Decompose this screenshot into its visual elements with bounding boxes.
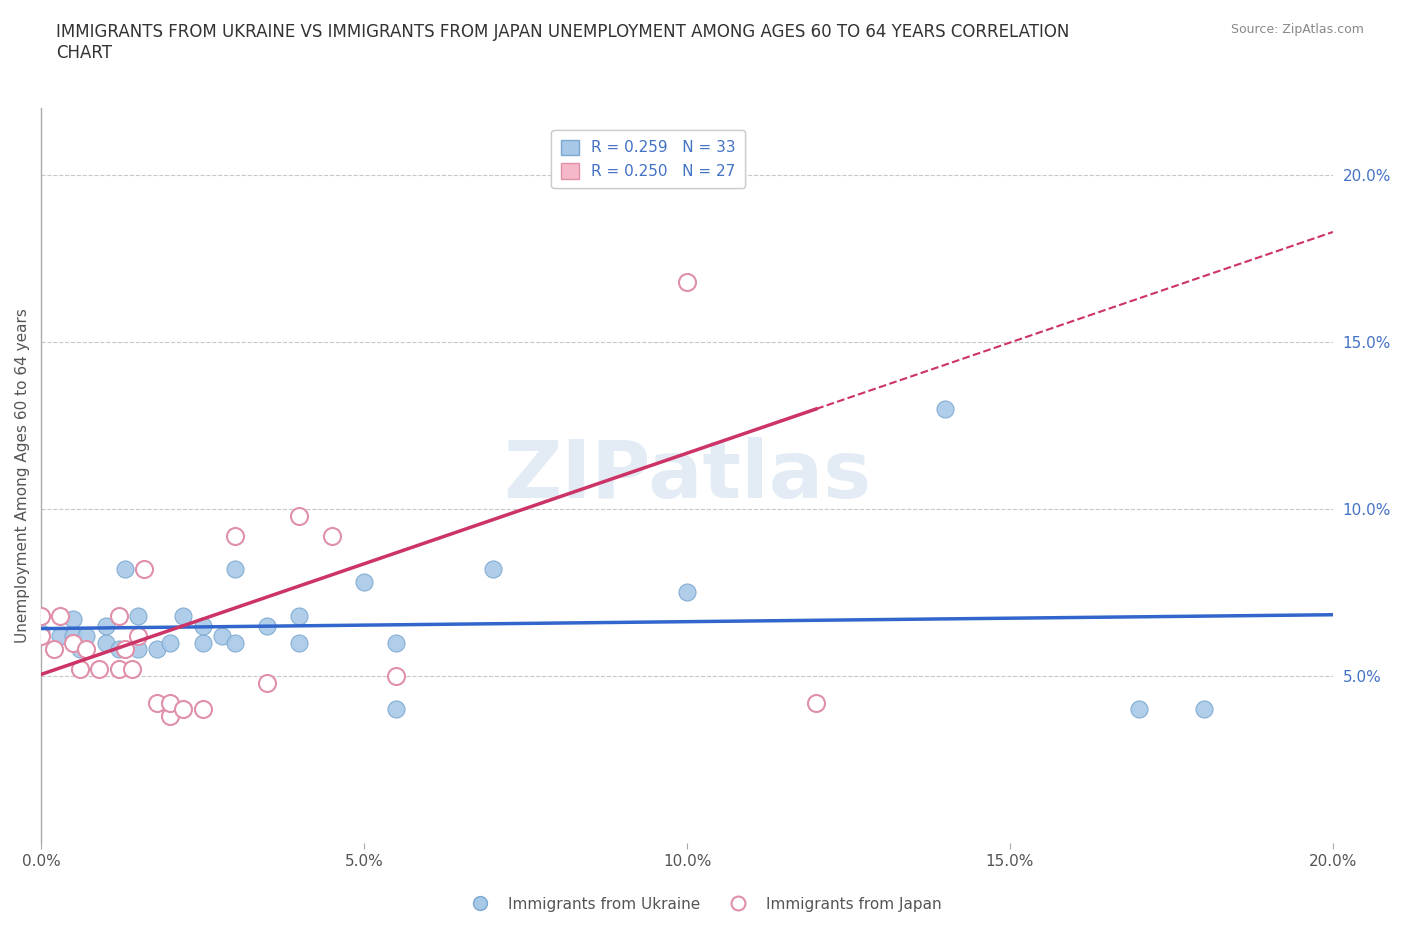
- Point: [69, 642, 91, 657]
- Point: [107, 662, 129, 677]
- Point: [288, 508, 311, 523]
- Point: [1128, 702, 1150, 717]
- Point: [256, 675, 278, 690]
- Point: [256, 618, 278, 633]
- Point: [127, 629, 149, 644]
- Point: [146, 696, 169, 711]
- Point: [30, 608, 52, 623]
- Point: [159, 709, 181, 724]
- Point: [127, 608, 149, 623]
- Point: [75, 642, 97, 657]
- Point: [62, 612, 84, 627]
- Point: [172, 608, 194, 623]
- Point: [191, 635, 214, 650]
- Point: [482, 562, 505, 577]
- Point: [1192, 702, 1215, 717]
- Point: [62, 629, 84, 644]
- Point: [62, 635, 84, 650]
- Point: [42, 642, 65, 657]
- Point: [211, 629, 233, 644]
- Point: [224, 528, 246, 543]
- Point: [676, 274, 699, 289]
- Point: [49, 629, 72, 644]
- Point: [114, 562, 136, 577]
- Point: [94, 618, 117, 633]
- Point: [107, 642, 129, 657]
- Point: [353, 575, 375, 590]
- Legend: R = 0.259   N = 33, R = 0.250   N = 27: R = 0.259 N = 33, R = 0.250 N = 27: [551, 130, 745, 188]
- Point: [288, 635, 311, 650]
- Point: [89, 662, 111, 677]
- Text: Source: ZipAtlas.com: Source: ZipAtlas.com: [1230, 23, 1364, 36]
- Point: [224, 635, 246, 650]
- Point: [385, 635, 408, 650]
- Point: [30, 629, 52, 644]
- Point: [30, 625, 52, 640]
- Point: [69, 662, 91, 677]
- Point: [146, 642, 169, 657]
- Point: [94, 635, 117, 650]
- Point: [30, 608, 52, 623]
- Y-axis label: Unemployment Among Ages 60 to 64 years: Unemployment Among Ages 60 to 64 years: [15, 308, 30, 643]
- Point: [385, 669, 408, 684]
- Point: [224, 562, 246, 577]
- Legend: Immigrants from Ukraine, Immigrants from Japan: Immigrants from Ukraine, Immigrants from…: [458, 891, 948, 918]
- Point: [49, 608, 72, 623]
- Point: [612, 151, 634, 166]
- Point: [159, 696, 181, 711]
- Point: [134, 562, 156, 577]
- Point: [107, 608, 129, 623]
- Point: [191, 618, 214, 633]
- Text: ZIPatlas: ZIPatlas: [503, 436, 872, 514]
- Text: IMMIGRANTS FROM UKRAINE VS IMMIGRANTS FROM JAPAN UNEMPLOYMENT AMONG AGES 60 TO 6: IMMIGRANTS FROM UKRAINE VS IMMIGRANTS FR…: [56, 23, 1070, 62]
- Point: [321, 528, 343, 543]
- Point: [121, 662, 143, 677]
- Point: [114, 642, 136, 657]
- Point: [127, 642, 149, 657]
- Point: [191, 702, 214, 717]
- Point: [172, 702, 194, 717]
- Point: [75, 629, 97, 644]
- Point: [676, 585, 699, 600]
- Point: [288, 608, 311, 623]
- Point: [934, 401, 956, 416]
- Point: [806, 696, 828, 711]
- Point: [385, 702, 408, 717]
- Point: [42, 642, 65, 657]
- Point: [159, 635, 181, 650]
